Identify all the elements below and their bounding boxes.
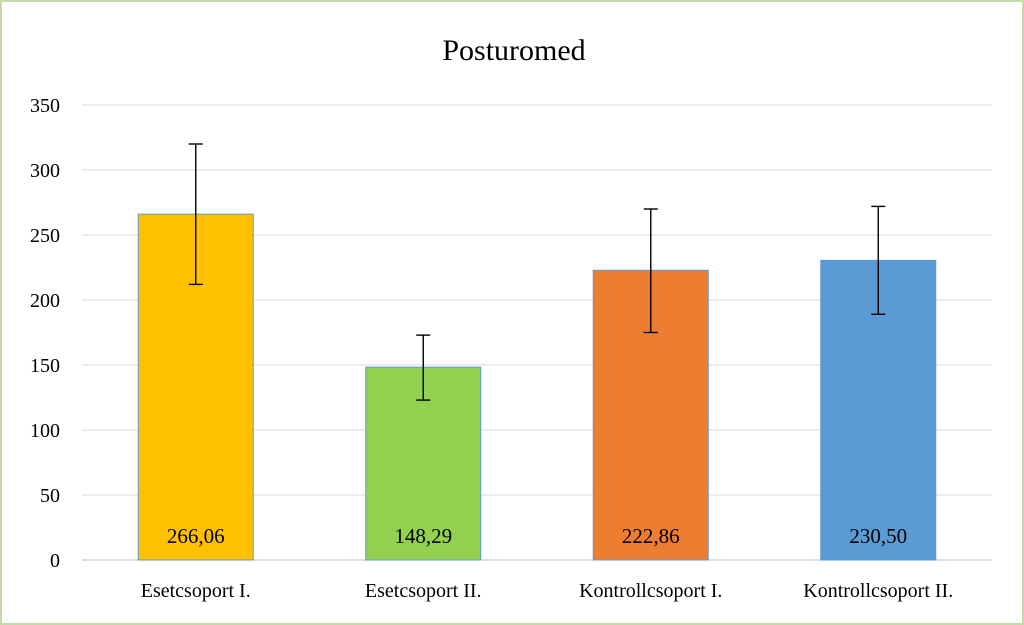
y-tick-label: 150 (30, 355, 60, 377)
error-bars (188, 143, 886, 401)
y-tick-label: 250 (30, 225, 60, 247)
y-tick-label: 300 (30, 160, 60, 182)
data-label: 222,86 (622, 524, 680, 548)
x-axis: Esetcsoport I. Esetcsoport II. Kontrollcso… (141, 580, 953, 602)
data-label: 148,29 (394, 524, 452, 548)
y-tick-label: 100 (30, 420, 60, 442)
y-axis: 0 50 100 150 200 250 300 350 (30, 95, 60, 572)
y-tick-label: 0 (50, 550, 60, 572)
x-category-label: Kontrollcsoport II. (803, 580, 953, 602)
bar (820, 259, 937, 561)
data-labels: 266,06 148,29 222,86 230,50 (167, 524, 907, 548)
y-tick-label: 200 (30, 290, 60, 312)
y-tick-label: 50 (40, 485, 60, 507)
data-label: 266,06 (167, 524, 225, 548)
data-label: 230,50 (849, 524, 907, 548)
bars (137, 213, 937, 561)
x-category-label: Kontrollcsoport I. (579, 580, 722, 602)
x-category-label: Esetcsoport II. (365, 580, 482, 602)
y-tick-label: 350 (30, 95, 60, 117)
x-category-label: Esetcsoport I. (141, 580, 251, 602)
chart-title: Posturomed (442, 34, 585, 67)
